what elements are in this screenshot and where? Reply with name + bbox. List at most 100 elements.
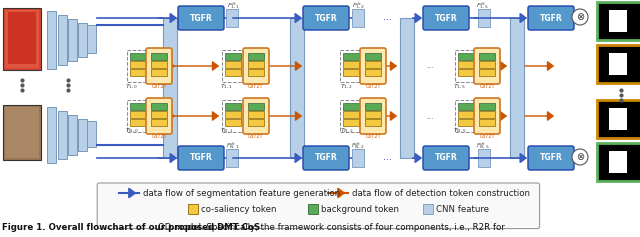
Bar xyxy=(479,119,495,126)
FancyBboxPatch shape xyxy=(146,48,172,84)
Bar xyxy=(127,100,149,132)
Bar xyxy=(248,53,264,60)
Text: TGFR: TGFR xyxy=(435,14,458,23)
Bar xyxy=(458,69,474,76)
Bar xyxy=(478,9,490,27)
FancyBboxPatch shape xyxy=(474,98,500,134)
Text: TGFR: TGFR xyxy=(540,154,563,163)
FancyBboxPatch shape xyxy=(528,146,574,170)
Bar xyxy=(248,69,264,76)
Text: Figure 1. Overall flowchart of our proposed DMT CoS: Figure 1. Overall flowchart of our propo… xyxy=(2,223,260,232)
Text: ...: ... xyxy=(426,61,434,70)
Text: $F^{dt}_{1,5}$: $F^{dt}_{1,5}$ xyxy=(476,1,490,11)
FancyBboxPatch shape xyxy=(178,146,224,170)
Bar xyxy=(365,111,381,118)
Text: $F^{dt}_{N,2}$: $F^{dt}_{N,2}$ xyxy=(351,141,365,151)
Bar xyxy=(340,100,362,132)
Text: TGFR: TGFR xyxy=(315,14,337,23)
Circle shape xyxy=(572,9,588,25)
Bar xyxy=(365,53,381,60)
Bar xyxy=(423,204,433,214)
Text: $T_{1,1}$: $T_{1,1}$ xyxy=(220,83,233,91)
Bar xyxy=(127,50,149,82)
Bar xyxy=(222,100,244,132)
Bar xyxy=(455,50,477,82)
Bar xyxy=(352,9,364,27)
Bar xyxy=(609,53,627,75)
Text: ...: ... xyxy=(426,111,434,120)
Bar xyxy=(340,50,362,82)
Bar xyxy=(225,103,241,110)
Bar xyxy=(597,45,640,83)
Bar xyxy=(597,143,640,181)
Text: $F^{dt}_{N,1}$: $F^{dt}_{N,1}$ xyxy=(227,141,240,151)
Text: $F^{dt}_{1,1}$: $F^{dt}_{1,1}$ xyxy=(227,1,239,11)
Bar xyxy=(130,111,146,118)
Bar xyxy=(343,111,359,118)
Bar xyxy=(58,15,67,65)
Bar xyxy=(458,119,474,126)
Text: CoT2T: CoT2T xyxy=(479,135,495,140)
Text: ...: ... xyxy=(383,152,392,162)
Bar xyxy=(365,119,381,126)
Bar xyxy=(130,119,146,126)
Bar xyxy=(343,53,359,60)
Bar xyxy=(343,61,359,68)
Bar xyxy=(5,10,39,68)
Text: $F^{dt}_{1,2}$: $F^{dt}_{1,2}$ xyxy=(351,1,365,11)
Text: data flow of detection token construction: data flow of detection token constructio… xyxy=(352,188,530,197)
Bar xyxy=(400,18,414,158)
Bar xyxy=(510,18,524,158)
Text: CoT2T: CoT2T xyxy=(365,85,381,90)
Bar xyxy=(557,9,569,27)
Bar xyxy=(130,53,146,60)
FancyBboxPatch shape xyxy=(423,146,469,170)
Bar xyxy=(248,103,264,110)
Bar xyxy=(455,100,477,132)
Bar xyxy=(248,61,264,68)
Text: CoT2T: CoT2T xyxy=(365,135,381,140)
Bar xyxy=(78,119,87,151)
Text: CoT2T: CoT2T xyxy=(151,135,167,140)
Bar xyxy=(151,103,167,110)
FancyBboxPatch shape xyxy=(178,6,224,30)
Bar xyxy=(8,12,36,64)
Bar xyxy=(226,149,238,167)
Bar xyxy=(248,111,264,118)
Circle shape xyxy=(572,149,588,165)
Bar xyxy=(78,23,87,57)
Text: ...: ... xyxy=(383,12,392,22)
Text: CNN feature: CNN feature xyxy=(436,205,489,214)
Text: $T_{1,0}$: $T_{1,0}$ xyxy=(125,83,138,91)
Bar xyxy=(87,121,96,147)
Bar xyxy=(365,103,381,110)
FancyBboxPatch shape xyxy=(243,48,269,84)
Bar xyxy=(343,69,359,76)
FancyBboxPatch shape xyxy=(303,146,349,170)
Bar xyxy=(479,53,495,60)
Bar xyxy=(58,111,67,159)
Bar xyxy=(597,2,640,40)
Text: CoT2T: CoT2T xyxy=(151,85,167,90)
Bar xyxy=(130,61,146,68)
Bar xyxy=(365,69,381,76)
Bar xyxy=(458,53,474,60)
Bar xyxy=(458,61,474,68)
Text: data flow of segmentation feature generation: data flow of segmentation feature genera… xyxy=(143,188,340,197)
Bar xyxy=(151,61,167,68)
FancyBboxPatch shape xyxy=(474,48,500,84)
Bar xyxy=(352,149,364,167)
Bar xyxy=(225,69,241,76)
Bar xyxy=(151,111,167,118)
Bar xyxy=(151,53,167,60)
Bar xyxy=(3,8,41,70)
Text: $F^{dt}_{N,5}$: $F^{dt}_{N,5}$ xyxy=(476,141,490,151)
FancyBboxPatch shape xyxy=(146,98,172,134)
Text: CoT2T: CoT2T xyxy=(248,85,264,90)
Bar xyxy=(151,69,167,76)
FancyBboxPatch shape xyxy=(528,6,574,30)
Text: ⊗: ⊗ xyxy=(576,12,584,22)
Bar xyxy=(458,111,474,118)
Bar xyxy=(609,108,627,130)
Text: $T_{1,5}$: $T_{1,5}$ xyxy=(453,83,467,91)
